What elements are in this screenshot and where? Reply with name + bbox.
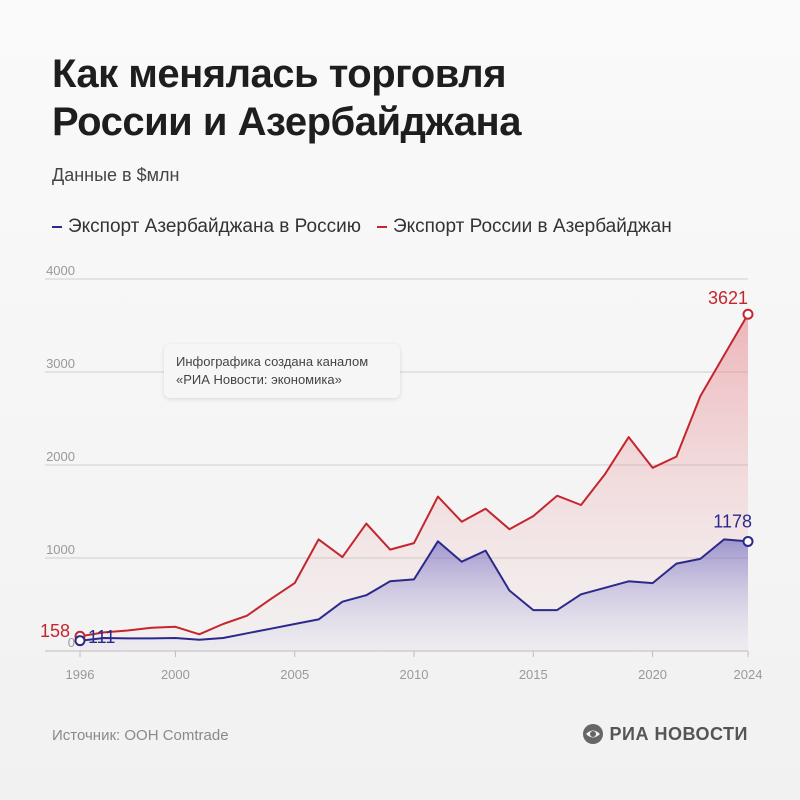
legend-item-azerbaijan-export: Экспорт Азербайджана в Россию bbox=[52, 216, 361, 238]
legend: Экспорт Азербайджана в Россию Экспорт Ро… bbox=[52, 216, 688, 238]
data-label-last-russia: 3621 bbox=[708, 288, 748, 308]
note-line-2: «РИА Новости: экономика» bbox=[176, 372, 342, 387]
marker-end-russia-export bbox=[742, 308, 754, 320]
y-tick-label-1000: 1000 bbox=[46, 542, 75, 557]
x-tick-label-2020: 2020 bbox=[638, 667, 667, 682]
area-azerbaijan-export bbox=[80, 539, 748, 651]
info-note: Инфографика создана каналом «РИА Новости… bbox=[164, 344, 400, 398]
data-label-first-azerbaijan: 111 bbox=[88, 627, 115, 647]
legend-item-russia-export: Экспорт России в Азербайджан bbox=[376, 216, 672, 238]
marker-start-azerbaijan-export bbox=[74, 635, 86, 647]
brand-logo: РИА НОВОСТИ bbox=[582, 723, 748, 745]
line-azerbaijan-export bbox=[79, 538, 749, 642]
legend-label-russia: Экспорт России в Азербайджан bbox=[392, 216, 672, 237]
chart-title: Как менялась торговля России и Азербайдж… bbox=[52, 50, 752, 146]
line-russia-export bbox=[79, 313, 749, 638]
ria-logo-icon bbox=[582, 724, 603, 744]
source-text: Источник: ООН Comtrade bbox=[52, 727, 229, 744]
brand-name: РИА НОВОСТИ bbox=[609, 723, 748, 744]
legend-swatch-azerbaijan bbox=[52, 226, 62, 228]
x-tick-label-2015: 2015 bbox=[519, 667, 548, 682]
x-tick-label-2010: 2010 bbox=[400, 667, 429, 682]
legend-label-azerbaijan: Экспорт Азербайджана в Россию bbox=[68, 216, 361, 237]
note-line-1: Инфографика создана каналом bbox=[176, 354, 369, 369]
data-label-last-azerbaijan: 1178 bbox=[713, 511, 752, 531]
area-russia-export bbox=[80, 314, 748, 651]
x-tick-label-2005: 2005 bbox=[280, 667, 309, 682]
y-tick-label-2000: 2000 bbox=[46, 449, 75, 464]
y-tick-label-4000: 4000 bbox=[46, 263, 75, 278]
x-tick-label-2000: 2000 bbox=[161, 667, 190, 682]
data-label-first-russia: 158 bbox=[40, 621, 70, 641]
x-tick-label-1996: 1996 bbox=[66, 667, 95, 682]
y-tick-label-0: 0 bbox=[68, 635, 75, 650]
x-tick-label-2024: 2024 bbox=[734, 667, 763, 682]
chart-subtitle: Данные в $млн bbox=[52, 165, 180, 185]
y-tick-label-3000: 3000 bbox=[46, 356, 75, 371]
title-line-2: России и Азербайджана bbox=[52, 100, 521, 144]
marker-end-azerbaijan-export bbox=[742, 535, 754, 547]
title-line-1: Как менялась торговля bbox=[52, 52, 507, 96]
legend-swatch-russia bbox=[376, 226, 387, 228]
